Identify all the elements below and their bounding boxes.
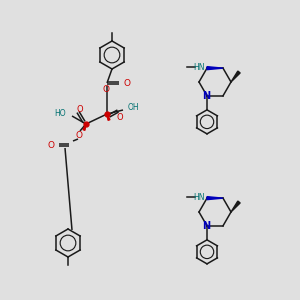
Text: HN: HN — [193, 63, 205, 72]
Text: N: N — [202, 221, 210, 231]
Text: O: O — [103, 85, 110, 94]
Text: HO: HO — [54, 110, 66, 118]
Text: O: O — [77, 106, 83, 115]
Polygon shape — [107, 114, 110, 120]
Polygon shape — [207, 196, 223, 200]
Text: HN: HN — [193, 193, 205, 202]
Polygon shape — [231, 201, 240, 212]
Text: N: N — [202, 91, 210, 101]
Text: OH: OH — [128, 103, 140, 112]
Text: O: O — [123, 79, 130, 88]
Polygon shape — [83, 124, 86, 130]
Text: O: O — [48, 140, 55, 149]
Text: ●: ● — [105, 111, 110, 116]
Text: O: O — [117, 113, 123, 122]
Polygon shape — [231, 71, 240, 82]
Polygon shape — [207, 67, 223, 70]
Text: O: O — [76, 130, 82, 140]
